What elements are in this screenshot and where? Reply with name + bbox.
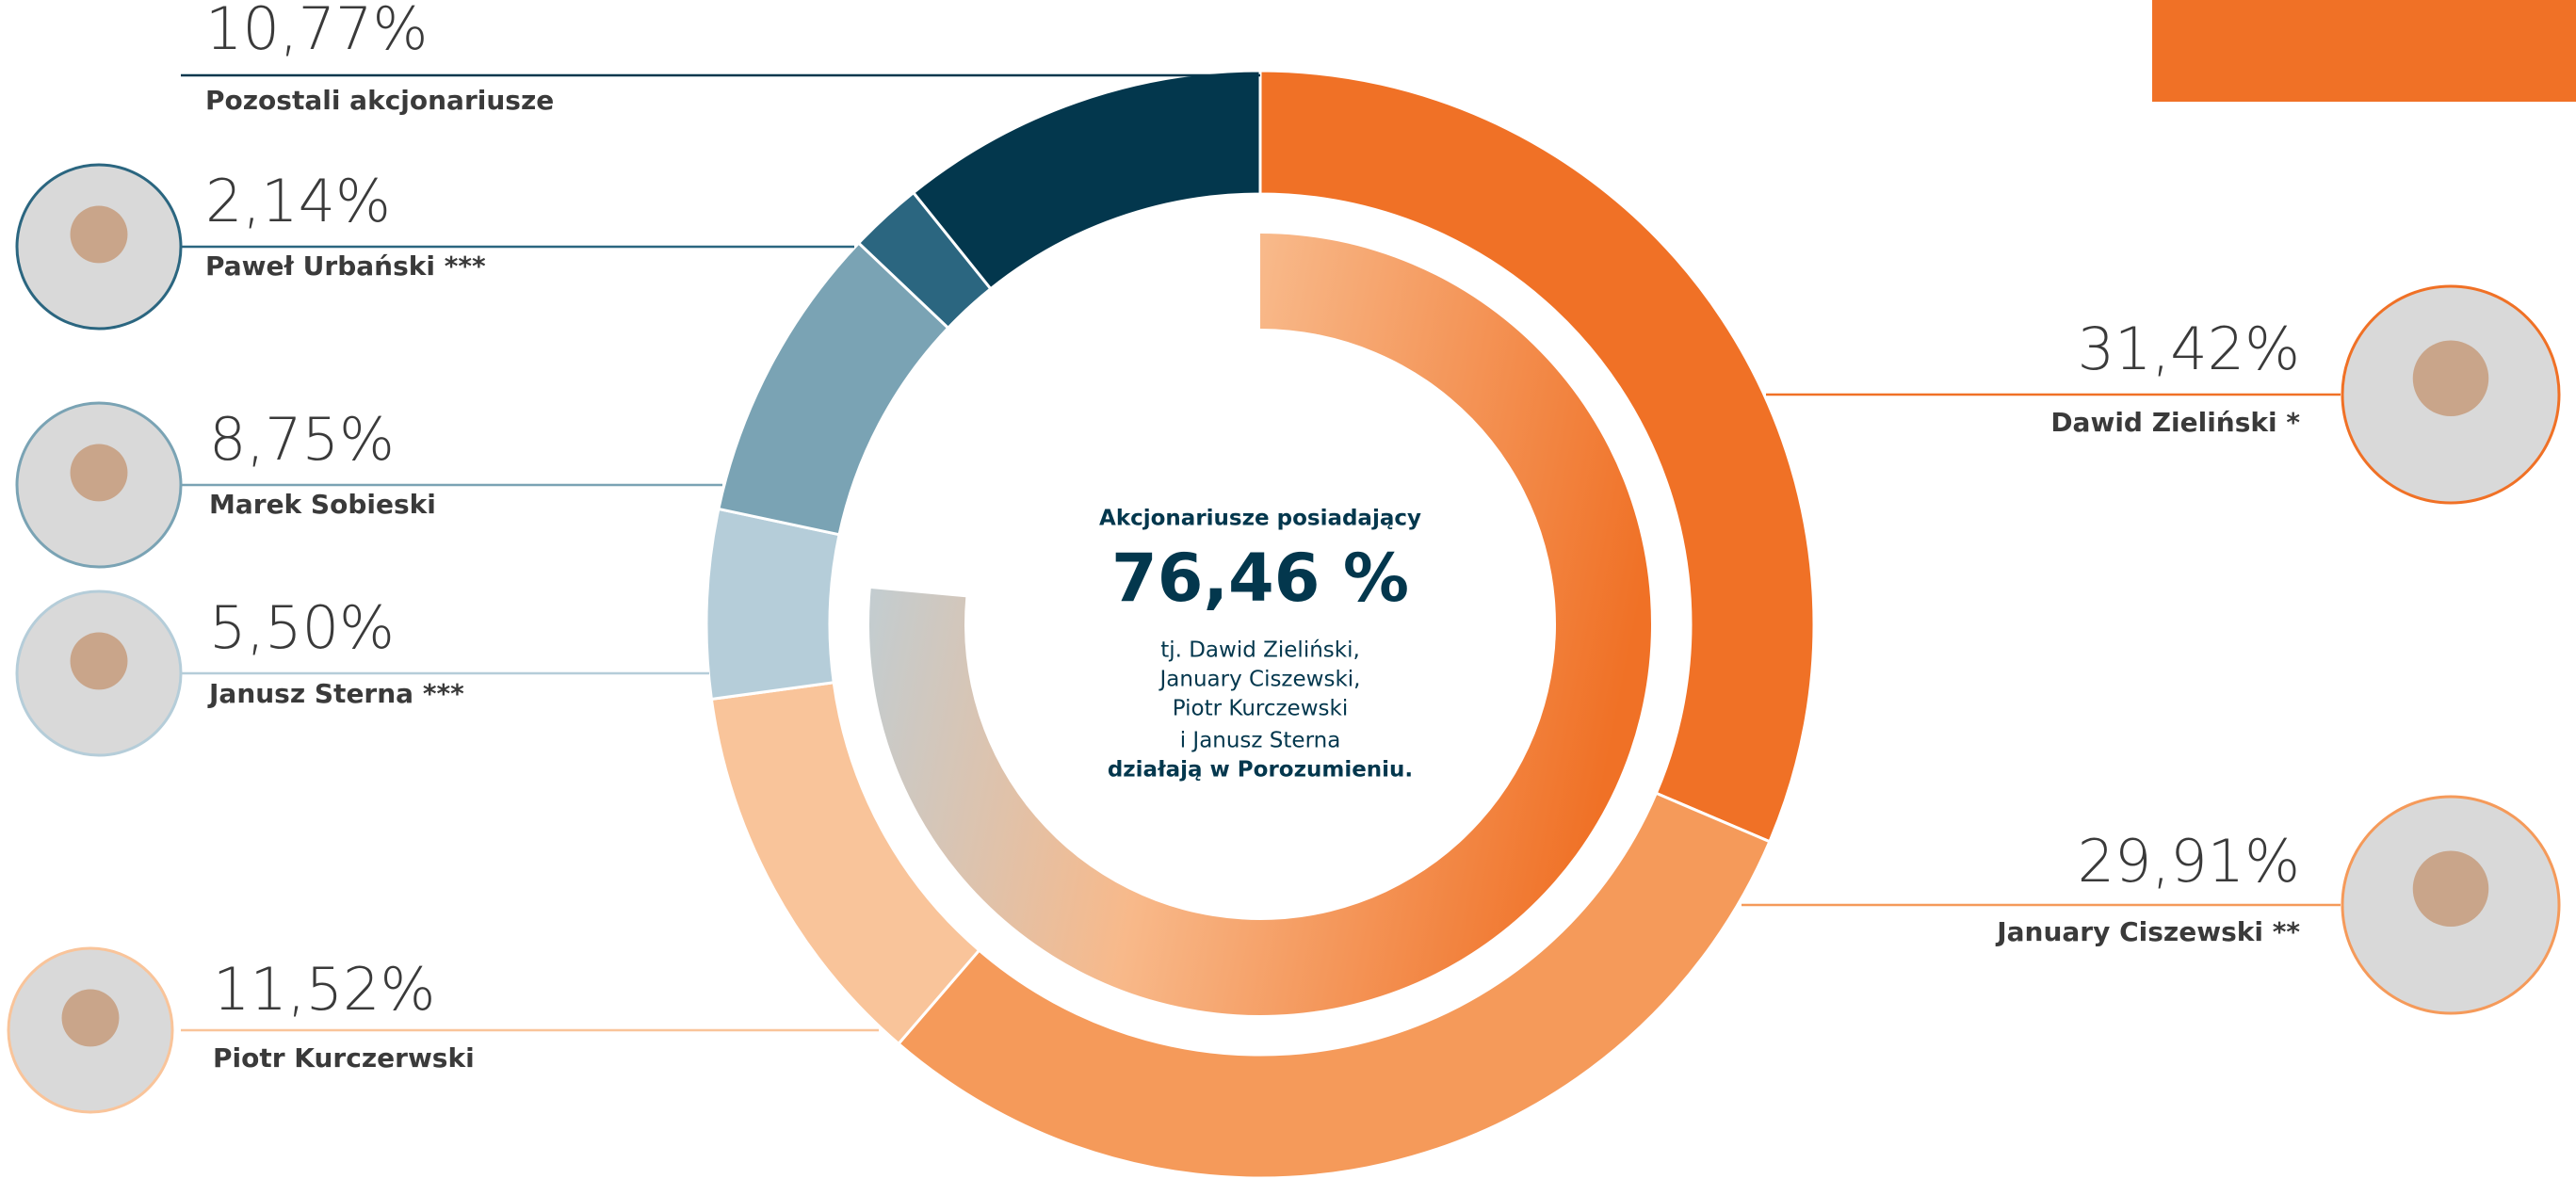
legend-label: January Ciszewski ** <box>1995 916 2300 947</box>
center-line: January Ciszewski, <box>1158 668 1361 692</box>
value-label: 10,77% <box>205 0 428 63</box>
value-label: 8,75% <box>209 405 395 474</box>
legend-label: Marek Sobieski <box>209 489 436 520</box>
photo-head <box>2413 341 2489 417</box>
value-label: 11,52% <box>213 955 435 1024</box>
legend-label: Dawid Zieliński * <box>2050 407 2300 438</box>
donut-segment <box>914 71 1260 289</box>
page: {"chart_data": {"type": "donut", "catego… <box>0 0 2576 1179</box>
photo-head <box>71 206 128 264</box>
value-label: 5,50% <box>209 593 395 662</box>
photo-head <box>71 633 128 690</box>
photo-head <box>62 990 120 1047</box>
center-value: 76,46 % <box>1111 540 1409 617</box>
photo-head <box>71 444 128 502</box>
legend-label: Janusz Sterna *** <box>207 678 464 709</box>
center-emphasis: działają w Porozumieniu. <box>1108 758 1413 783</box>
photo-head <box>2413 851 2489 928</box>
legend-label: Paweł Urbański *** <box>205 250 486 282</box>
center-line: i Janusz Sterna <box>1180 729 1341 753</box>
legend-label: Pozostali akcjonariusze <box>205 85 554 116</box>
inner-arc <box>869 234 1651 1015</box>
value-label: 2,14% <box>205 167 391 235</box>
legend-label: Piotr Kurczerwski <box>213 1042 475 1074</box>
chart: Akcjonariusze posiadający 76,46 % tj. Da… <box>0 0 2576 1179</box>
center-title: Akcjonariusze posiadający <box>1099 507 1421 531</box>
donut-segment <box>706 509 839 699</box>
center-line: tj. Dawid Zieliński, <box>1160 638 1360 663</box>
header-tab <box>2152 0 2576 102</box>
value-label: 29,91% <box>2078 827 2300 896</box>
center-line: Piotr Kurczewski <box>1173 697 1348 721</box>
value-label: 31,42% <box>2078 315 2300 383</box>
